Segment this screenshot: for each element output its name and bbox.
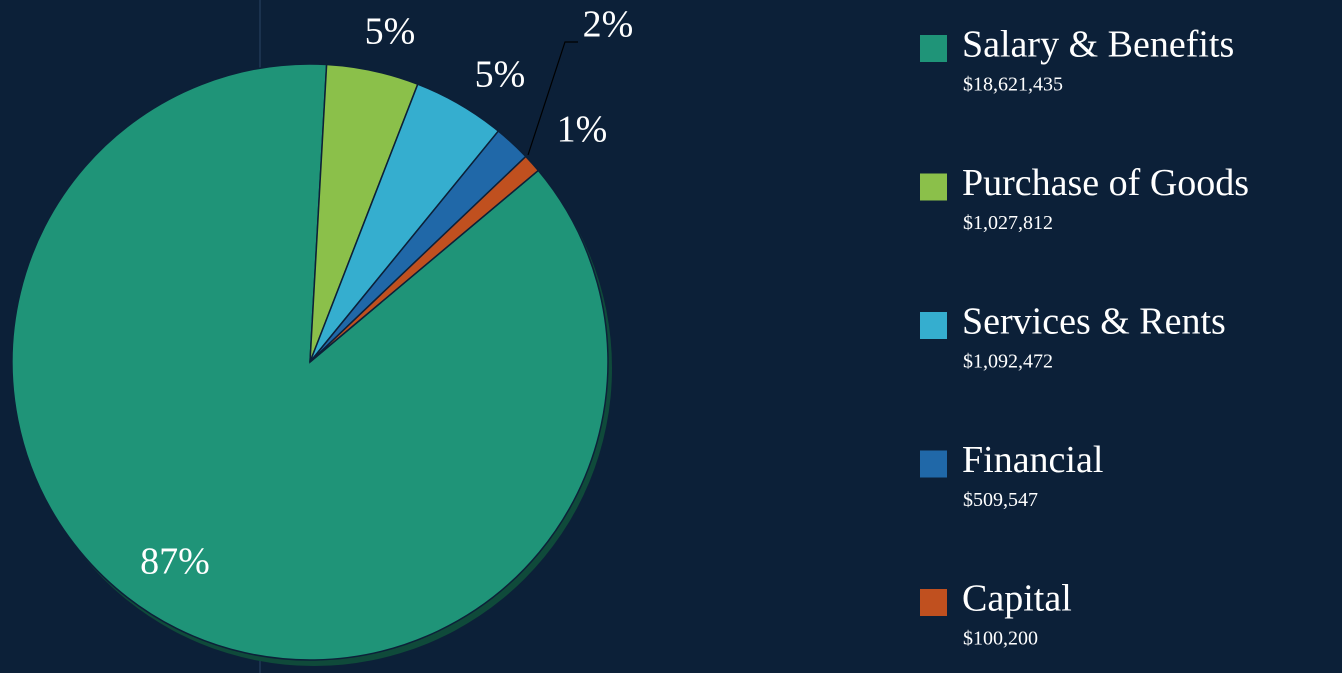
legend-label: Capital [962,578,1072,620]
pie-slice [309,155,540,363]
legend-amount: $100,200 [963,628,1038,650]
legend-amount: $1,092,472 [963,351,1053,373]
legend: Salary & Benefits $18,621,435 Purchase of … [920,24,1249,650]
legend-label: Salary & Benefits [962,24,1234,66]
legend-label: Purchase of Goods [962,162,1249,204]
legend-label: Services & Rents [962,301,1226,343]
data-label: 2% [583,4,634,46]
legend-amount: $509,547 [963,489,1038,511]
legend-label: Financial [962,439,1103,481]
legend-swatch [920,312,947,339]
legend-amount: $18,621,435 [963,74,1063,96]
legend-swatch [920,589,947,616]
legend-swatch [920,173,947,201]
data-label: 1% [557,109,608,151]
legend-amount: $1,027,812 [963,212,1053,234]
legend-swatch [920,35,947,62]
data-label: 5% [475,54,526,96]
data-label: 5% [365,11,416,53]
legend-swatch [920,450,947,478]
data-label: 87% [140,541,210,583]
pie: 87% 5% 5% 2% 1% [11,4,634,666]
leader-line [527,41,578,156]
